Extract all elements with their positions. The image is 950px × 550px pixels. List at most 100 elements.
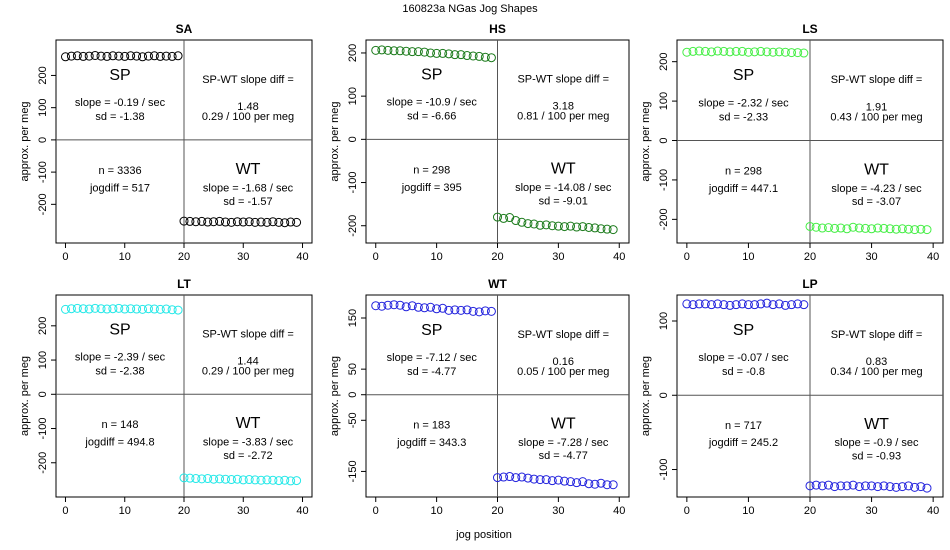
wt-label: WT [864, 416, 889, 433]
wt-label: WT [864, 161, 889, 178]
wt-point [547, 476, 557, 486]
sp-point [480, 306, 490, 316]
wt-point [232, 474, 242, 484]
sp-point [377, 301, 387, 311]
wt-point [185, 473, 195, 483]
sp-point [173, 305, 183, 315]
wt-point [559, 222, 569, 232]
wt-label: WT [551, 415, 576, 432]
wt-point [904, 481, 914, 491]
sp-point [750, 47, 760, 57]
wt-point [226, 217, 236, 227]
wt-point [493, 473, 502, 483]
x-tick-label: 40 [613, 251, 625, 263]
sp-point [719, 46, 729, 56]
sp-point [743, 300, 753, 310]
wt-point [922, 483, 932, 493]
sp-point [108, 304, 118, 314]
x-tick-label: 40 [927, 505, 939, 517]
sp-point [462, 51, 472, 61]
panel-title: SA [176, 22, 193, 36]
wt-point [226, 475, 236, 485]
x-tick-label: 10 [742, 505, 754, 517]
y-axis-label: approx. per meg [19, 101, 31, 181]
wt-point [250, 217, 260, 227]
sp-point [774, 299, 784, 309]
sp-point [756, 46, 766, 56]
sp-point [444, 305, 454, 315]
wt-point [559, 476, 569, 486]
sp-point [143, 51, 153, 61]
sp-point [438, 48, 448, 58]
sp-sd: sd = -2.38 [95, 365, 144, 377]
wt-point [879, 223, 889, 233]
wt-point [280, 218, 290, 228]
sp-label: SP [421, 322, 442, 339]
wt-point [505, 472, 515, 482]
sp-point [793, 299, 803, 309]
wt-point [860, 481, 870, 491]
wt-point [572, 222, 582, 232]
sp-point [132, 51, 142, 61]
sp-point [787, 48, 797, 58]
sp-point [694, 46, 704, 56]
wt-point [891, 482, 901, 492]
sp-point [108, 51, 118, 61]
y-axis-label: approx. per meg [329, 101, 341, 181]
wt-point [209, 217, 219, 227]
sp-point [96, 304, 106, 314]
wt-slope: slope = -1.68 / sec [203, 182, 294, 194]
wt-point [885, 224, 895, 234]
sp-point [774, 47, 784, 57]
y-tick-label: 0 [658, 137, 670, 143]
sp-point [407, 47, 417, 57]
wt-point [256, 217, 266, 227]
wt-point [547, 221, 557, 231]
wt-point [817, 223, 827, 233]
wt-point [499, 472, 509, 482]
x-tick-label: 20 [804, 505, 816, 517]
sp-point [167, 305, 177, 315]
sp-point [768, 300, 778, 310]
sp-slope: slope = -0.19 / sec [75, 97, 166, 109]
y-tick-label: -100 [37, 418, 49, 440]
jogdiff: jogdiff = 517 [89, 182, 150, 194]
slope-diff-per: 0.43 / 100 per meg [830, 111, 922, 123]
sp-sd: sd = -2.33 [719, 111, 768, 123]
sp-point [132, 304, 142, 314]
wt-point [499, 213, 509, 223]
wt-point [535, 475, 545, 485]
wt-point [517, 472, 527, 482]
sp-point [138, 304, 148, 314]
wt-point [238, 217, 248, 227]
wt-point [268, 217, 278, 227]
wt-point [873, 223, 883, 233]
sp-point [413, 302, 423, 312]
sp-point [371, 301, 381, 311]
sp-point [114, 303, 124, 313]
sp-point [426, 48, 436, 58]
wt-point [860, 223, 870, 233]
slope-diff-per: 0.29 / 100 per meg [202, 111, 294, 123]
wt-point [274, 476, 284, 486]
panel-sa: SA 0 10 20 30 40 -200 -100 0 100 200 approx. per me… [19, 22, 313, 263]
x-tick-label: 40 [296, 505, 308, 517]
wt-point [191, 217, 201, 227]
x-tick-label: 40 [296, 251, 308, 263]
y-tick-label: 100 [658, 312, 670, 330]
wt-point [602, 224, 612, 234]
jogdiff: jogdiff = 343.3 [396, 437, 466, 449]
wt-point [511, 473, 521, 483]
sp-point [149, 51, 159, 61]
wt-point [854, 223, 864, 233]
wt-point [596, 224, 606, 234]
wt-point [280, 475, 290, 485]
n-count: n = 298 [413, 165, 450, 177]
sp-point [793, 48, 803, 58]
wt-point [805, 221, 815, 231]
sp-point [731, 46, 741, 56]
wt-point [572, 478, 582, 488]
wt-point [590, 479, 600, 489]
